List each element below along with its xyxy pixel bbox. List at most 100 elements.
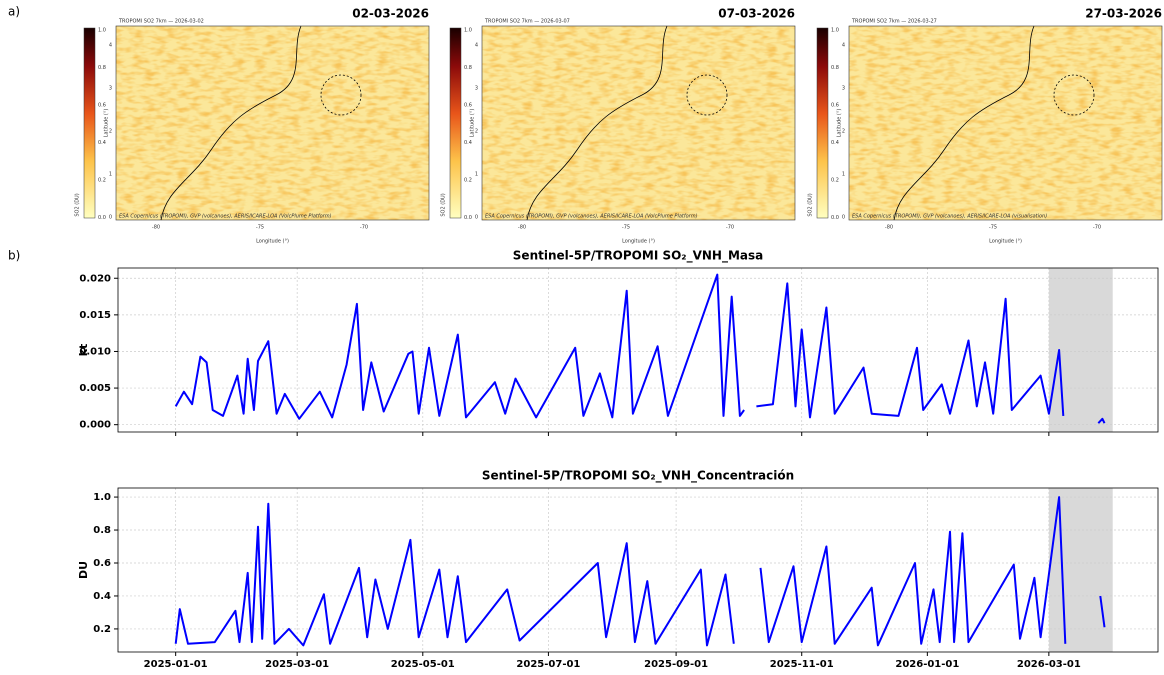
map-y-tick-label: 1	[475, 172, 478, 178]
coastline	[893, 25, 1035, 221]
y-tick-label: 0.2	[93, 624, 111, 635]
map-credit: ESA Copernicus (TROPOMI), GVP (volcanoes…	[119, 214, 332, 220]
volcano-ring	[1053, 74, 1095, 116]
y-tick-label: 0.000	[79, 420, 111, 431]
series-line	[174, 273, 1106, 424]
colorbar	[816, 27, 829, 219]
map-y-tick-label: 0	[109, 215, 112, 221]
map-header: TROPOMI SO2 7km — 2026-03-02	[118, 19, 204, 25]
volcano-ring	[320, 74, 362, 116]
map-x-label: Longitude (°)	[989, 239, 1022, 245]
map-x-tick-label: -75	[989, 225, 997, 231]
plot-frame	[117, 487, 1159, 653]
map-header: TROPOMI SO2 7km — 2026-03-07	[484, 19, 570, 25]
map-y-label: Latitude (°)	[837, 109, 843, 138]
colorbar-tick-label: 1.0	[831, 28, 839, 34]
x-tick-label: 2025-11-01	[770, 659, 834, 670]
highlight-band	[1048, 488, 1113, 652]
map-y-tick-label: 2	[109, 129, 112, 135]
x-tick-label: 2025-07-01	[516, 659, 580, 670]
colorbar-tick-label: 0.8	[464, 65, 472, 71]
y-axis-label: kt	[77, 344, 90, 357]
colorbar-tick-label: 0.6	[464, 103, 472, 109]
map-y-tick-label: 0	[475, 215, 478, 221]
map-y-tick-label: 1	[842, 172, 845, 178]
map-x-tick-label: -80	[152, 225, 160, 231]
map-y-tick-label: 4	[842, 43, 845, 49]
panel-label: a)	[8, 5, 20, 19]
x-tick-label: 2025-01-01	[144, 659, 208, 670]
colorbar	[449, 27, 462, 219]
map-credit: ESA Copernicus (TROPOMI), GVP (volcanoes…	[852, 214, 1047, 220]
colorbar-tick-label: 0.0	[464, 215, 472, 221]
x-tick-label: 2026-01-01	[895, 659, 959, 670]
map-frame	[848, 25, 1163, 221]
map-y-tick-label: 0	[842, 215, 845, 221]
map-frame	[481, 25, 796, 221]
map-y-tick-label: 4	[475, 43, 478, 49]
map-plume	[849, 26, 1162, 220]
colorbar-tick-label: 0.6	[98, 103, 106, 109]
y-tick-label: 1.0	[93, 492, 111, 503]
colorbar-tick-label: 0.2	[464, 178, 472, 184]
colorbar-tick-label: 0.4	[831, 140, 839, 146]
map-y-label: Latitude (°)	[470, 109, 476, 138]
map-x-tick-label: -80	[885, 225, 893, 231]
map-y-tick-label: 3	[109, 86, 112, 92]
y-tick-label: 0.4	[93, 591, 111, 602]
map-y-tick-label: 4	[109, 43, 112, 49]
chart-title: Sentinel-5P/TROPOMI SO₂_VNH_Concentració…	[482, 469, 794, 484]
colorbar-label: SO2 (DU)	[441, 193, 447, 216]
map-x-tick-label: -75	[256, 225, 264, 231]
colorbar-tick-label: 0.4	[464, 140, 472, 146]
y-tick-label: 0.010	[79, 346, 111, 357]
series-line	[174, 496, 1106, 647]
y-tick-label: 0.8	[93, 525, 111, 536]
colorbar-tick-label: 0.8	[98, 65, 106, 71]
map-x-label: Longitude (°)	[256, 239, 289, 245]
y-tick-label: 0.6	[93, 558, 111, 569]
map-credit: ESA Copernicus (TROPOMI), GVP (volcanoes…	[485, 214, 698, 220]
x-tick-label: 2025-03-01	[265, 659, 329, 670]
colorbar-tick-label: 0.6	[831, 103, 839, 109]
x-tick-label: 2025-05-01	[391, 659, 455, 670]
map-title: 02-03-2026	[352, 7, 429, 21]
map-y-tick-label: 2	[475, 129, 478, 135]
colorbar-label: SO2 (DU)	[808, 193, 814, 216]
volcano-ring	[686, 74, 728, 116]
colorbar-tick-label: 0.0	[831, 215, 839, 221]
y-tick-label: 0.015	[79, 310, 111, 321]
coastline	[160, 25, 302, 221]
map-title: 07-03-2026	[718, 7, 795, 21]
colorbar-tick-label: 0.4	[98, 140, 106, 146]
y-tick-label: 0.020	[79, 273, 111, 284]
map-x-tick-label: -70	[726, 225, 734, 231]
colorbar-tick-label: 0.2	[98, 178, 106, 184]
colorbar-label: SO2 (DU)	[75, 193, 81, 216]
colorbar-tick-label: 0.0	[98, 215, 106, 221]
colorbar-tick-label: 0.8	[831, 65, 839, 71]
map-header: TROPOMI SO2 7km — 2026-03-27	[851, 19, 937, 25]
map-frame	[115, 25, 430, 221]
map-y-tick-label: 2	[842, 129, 845, 135]
colorbar-tick-label: 0.2	[831, 178, 839, 184]
map-title: 27-03-2026	[1085, 7, 1162, 21]
plot-frame	[117, 267, 1159, 433]
map-x-tick-label: -80	[518, 225, 526, 231]
x-tick-label: 2025-09-01	[644, 659, 708, 670]
map-y-tick-label: 3	[842, 86, 845, 92]
map-x-label: Longitude (°)	[622, 239, 655, 245]
map-x-tick-label: -75	[622, 225, 630, 231]
y-axis-label: DU	[77, 561, 90, 579]
chart-title: Sentinel-5P/TROPOMI SO₂_VNH_Masa	[513, 249, 763, 264]
colorbar-tick-label: 1.0	[464, 28, 472, 34]
map-x-tick-label: -70	[1093, 225, 1101, 231]
map-y-tick-label: 1	[109, 172, 112, 178]
map-y-tick-label: 3	[475, 86, 478, 92]
y-tick-label: 0.005	[79, 383, 111, 394]
coastline	[526, 25, 668, 221]
map-plume	[116, 26, 429, 220]
map-y-label: Latitude (°)	[104, 109, 110, 138]
colorbar	[83, 27, 96, 219]
